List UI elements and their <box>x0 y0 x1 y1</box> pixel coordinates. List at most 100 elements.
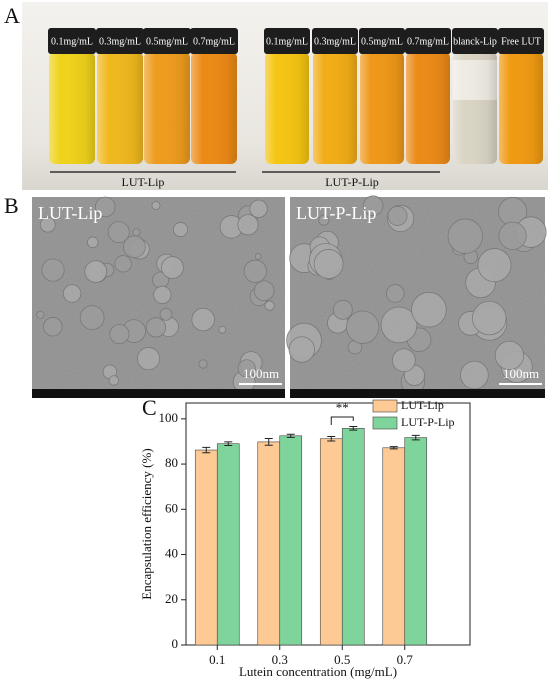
vial-cap <box>405 28 451 54</box>
particle <box>472 300 507 336</box>
tem-title: LUT-Lip <box>38 203 102 223</box>
particle <box>79 305 105 330</box>
vial-label: Free LUT <box>501 36 541 47</box>
particle <box>84 260 108 283</box>
error-bar <box>349 426 358 431</box>
vial-glass <box>499 52 543 164</box>
particle <box>36 310 45 319</box>
vial-glass <box>97 52 143 164</box>
particle <box>346 310 380 344</box>
particle <box>109 324 130 345</box>
bar <box>341 428 365 646</box>
particle <box>145 317 167 338</box>
particle <box>249 199 268 218</box>
particle <box>198 359 208 369</box>
particle <box>313 249 344 279</box>
vial-group: 0.1mg/mL 0.3mg/mL 0.5mg/mL 0.7mg/mL <box>48 28 238 164</box>
x-tick-label: 0.3 <box>272 652 288 667</box>
particle <box>498 221 527 250</box>
vial-label: 0.3mg/mL <box>314 36 356 47</box>
vial-label: blanck-Lip <box>453 36 497 47</box>
particle <box>218 325 227 334</box>
particle <box>386 284 405 303</box>
particle <box>191 307 215 332</box>
legend-swatch <box>372 416 398 430</box>
panel-letter: C <box>142 395 157 420</box>
particle <box>380 306 418 344</box>
particle <box>447 218 483 254</box>
vial-cap <box>143 28 191 54</box>
tem-title: LUT-P-Lip <box>296 203 376 223</box>
vial-glass <box>313 52 357 164</box>
particle <box>43 317 63 337</box>
scale-bar-label: 100nm <box>503 366 539 381</box>
vial-label: 0.3mg/mL <box>99 36 141 47</box>
vial-label: 0.7mg/mL <box>193 36 235 47</box>
vial-label: 0.1mg/mL <box>51 36 93 47</box>
y-tick-label: 40 <box>165 546 178 561</box>
bar <box>279 435 303 646</box>
bar <box>319 438 343 646</box>
bar <box>194 449 218 646</box>
particle <box>318 214 330 226</box>
bar <box>382 447 406 646</box>
vial-cap <box>452 28 498 54</box>
bar <box>404 437 428 646</box>
error-bar <box>286 433 295 438</box>
particle <box>237 359 256 378</box>
vial-cap <box>96 28 144 54</box>
particle <box>253 280 275 302</box>
vial-label: 0.5mg/mL <box>361 36 403 47</box>
legend-label: LUT-Lip <box>401 398 444 412</box>
particle <box>237 214 259 236</box>
particle <box>159 307 173 321</box>
y-tick-label: 20 <box>165 591 178 606</box>
error-bar <box>327 435 336 442</box>
vial-cap <box>190 28 238 54</box>
particle <box>161 256 184 279</box>
legend-label: LUT-P-Lip <box>401 415 455 429</box>
vial-cap <box>359 28 405 54</box>
vial-glass <box>265 52 309 164</box>
particle <box>114 255 132 273</box>
significance-label: ** <box>336 400 349 415</box>
y-tick-label: 80 <box>165 455 178 470</box>
vial-label: 0.7mg/mL <box>407 36 449 47</box>
caption: LUT-P-Lip <box>325 175 379 189</box>
panel-letter: A <box>4 3 20 28</box>
vial-cap <box>498 28 544 54</box>
legend-swatch <box>372 399 398 413</box>
particle <box>254 253 262 260</box>
vial-glass <box>453 52 497 164</box>
particle <box>288 336 315 363</box>
vial-cap <box>312 28 358 54</box>
significance-bracket <box>330 416 354 425</box>
particle <box>151 201 161 210</box>
particle <box>362 195 384 216</box>
vial-glass <box>191 52 237 164</box>
bar <box>216 443 240 646</box>
particle <box>332 299 353 320</box>
particle <box>460 360 489 390</box>
vial-cap <box>48 28 96 54</box>
particle <box>132 228 141 237</box>
y-tick-label: 0 <box>172 636 179 651</box>
particle <box>95 196 116 218</box>
particle <box>494 340 525 371</box>
info-strip <box>290 389 545 398</box>
chart: C 0 20 40 60 80 100 0.1 0.3 0.5 0.7 ** LUT-Lip LUT-P-… <box>139 395 471 679</box>
vial-cap <box>264 28 310 54</box>
particle <box>136 347 161 371</box>
error-bar <box>224 441 233 447</box>
particle <box>41 258 65 282</box>
vial-label: 0.5mg/mL <box>146 36 188 47</box>
x-tick-label: 0.7 <box>397 652 414 667</box>
particle <box>123 235 146 259</box>
particle <box>153 285 172 304</box>
tem-images: LUT-Lip 100nm LUT-P-Lip 100nm <box>32 195 547 398</box>
y-tick-label: 60 <box>165 500 178 515</box>
particle <box>108 375 120 386</box>
panel-letter: B <box>4 193 19 218</box>
